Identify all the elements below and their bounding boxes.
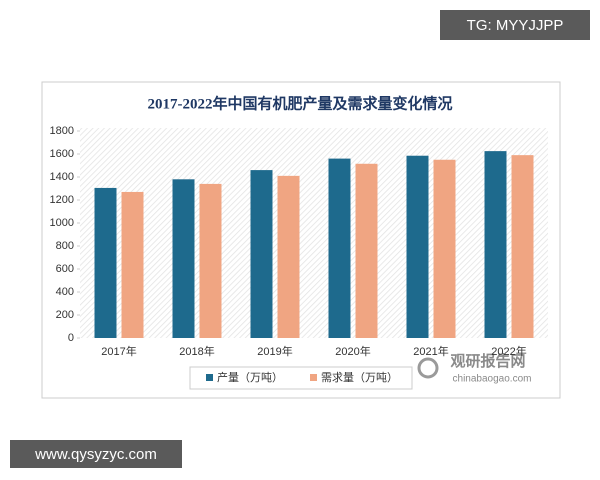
y-tick-label: 1600 (50, 148, 74, 160)
bar (199, 183, 222, 338)
watermark: www.qysyzyc.com (34, 446, 157, 463)
logo: 观研报告网 chinabaogao.com (417, 352, 532, 385)
x-tick-label: 2019年 (257, 344, 292, 358)
y-tick-label: 400 (56, 286, 74, 298)
x-tick-label: 2021年 (413, 344, 448, 358)
bar (277, 175, 300, 338)
x-tick-label: 2017年 (101, 344, 136, 358)
legend-label: 需求量（万吨） (321, 371, 398, 384)
bar (433, 159, 456, 338)
logo-name: 观研报告网 (450, 352, 525, 370)
watermark: TG: MYYJJPP (467, 17, 564, 34)
x-tick-label: 2020年 (335, 344, 370, 358)
watermark-box (10, 440, 182, 468)
chart-title: 2017-2022年中国有机肥产量及需求量变化情况 (148, 94, 453, 112)
legend-swatch (310, 374, 317, 381)
y-tick-label: 200 (56, 309, 74, 321)
bar (406, 155, 429, 338)
y-tick-label: 1200 (50, 194, 74, 206)
watermark-box (440, 10, 590, 40)
y-tick-label: 1000 (50, 217, 74, 229)
legend-swatch (206, 374, 213, 381)
bar (328, 158, 351, 338)
x-tick-label: 2022年 (491, 344, 526, 358)
y-tick-label: 0 (68, 332, 74, 344)
bar (355, 163, 378, 338)
legend-label: 产量（万吨） (217, 370, 283, 384)
logo-url: chinabaogao.com (453, 374, 532, 385)
legend-box (189, 366, 413, 390)
y-tick-label: 800 (56, 240, 74, 252)
bar (172, 179, 195, 338)
x-tick-label: 2018年 (179, 344, 214, 358)
plot-area (80, 128, 548, 338)
y-tick-label: 1800 (50, 125, 74, 137)
bar (94, 187, 117, 338)
y-tick-label: 600 (56, 263, 74, 275)
bar (484, 151, 507, 338)
bar (511, 155, 534, 338)
bar (250, 170, 273, 338)
y-tick-label: 1400 (50, 171, 74, 183)
bar (121, 191, 144, 338)
